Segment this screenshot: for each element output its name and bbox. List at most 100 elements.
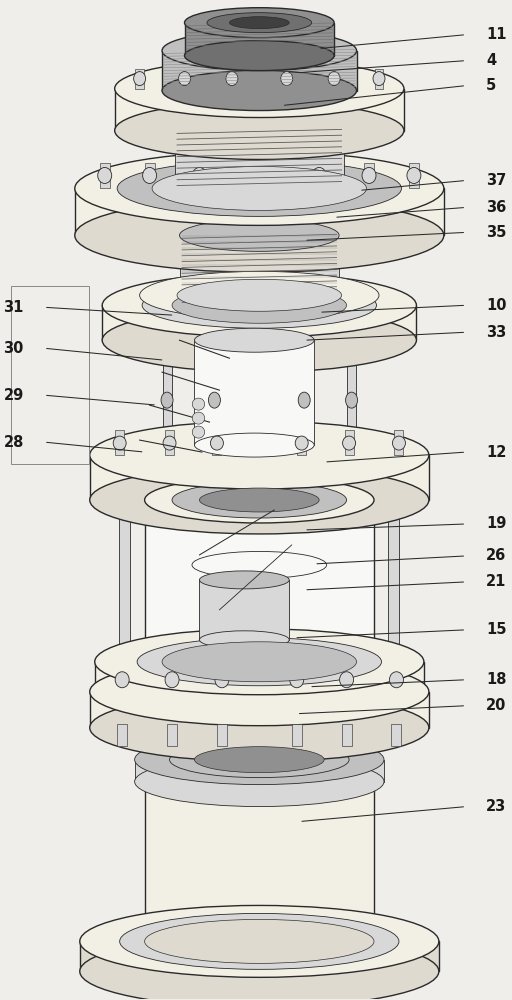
Bar <box>144 163 155 188</box>
Ellipse shape <box>169 742 349 778</box>
Ellipse shape <box>172 287 347 323</box>
Bar <box>175 131 344 188</box>
Bar <box>90 692 429 728</box>
Bar <box>90 455 429 500</box>
Text: 35: 35 <box>486 225 506 240</box>
Ellipse shape <box>119 490 130 500</box>
Bar <box>115 89 404 131</box>
Ellipse shape <box>195 328 314 352</box>
Bar <box>212 430 221 455</box>
Ellipse shape <box>95 629 424 695</box>
Bar <box>409 163 419 188</box>
Text: 23: 23 <box>486 799 506 814</box>
Bar <box>345 430 354 455</box>
Bar <box>349 495 359 695</box>
Bar <box>80 941 439 971</box>
Ellipse shape <box>140 271 379 319</box>
Ellipse shape <box>192 412 205 424</box>
Bar <box>347 330 356 455</box>
Text: 15: 15 <box>486 622 507 637</box>
Bar <box>102 305 416 340</box>
Bar <box>144 775 374 941</box>
Bar <box>342 724 352 746</box>
Ellipse shape <box>162 642 356 682</box>
Bar <box>297 430 306 455</box>
Ellipse shape <box>193 167 206 183</box>
Bar <box>210 330 219 455</box>
Bar <box>100 163 110 188</box>
Ellipse shape <box>295 436 308 450</box>
Bar <box>117 724 127 746</box>
Ellipse shape <box>80 935 439 1000</box>
Text: 37: 37 <box>486 173 506 188</box>
Text: 28: 28 <box>4 435 24 450</box>
Ellipse shape <box>311 490 322 500</box>
Bar <box>374 69 383 89</box>
Text: 10: 10 <box>486 298 507 313</box>
Bar <box>135 69 144 89</box>
Ellipse shape <box>162 71 356 111</box>
Ellipse shape <box>144 477 374 523</box>
Ellipse shape <box>90 421 429 489</box>
Ellipse shape <box>144 752 374 798</box>
Text: 18: 18 <box>486 672 507 687</box>
Bar <box>394 430 403 455</box>
Ellipse shape <box>102 308 416 372</box>
Ellipse shape <box>135 757 384 807</box>
Ellipse shape <box>200 631 289 649</box>
Bar <box>392 724 401 746</box>
Text: 33: 33 <box>486 325 506 340</box>
Ellipse shape <box>165 672 179 688</box>
Bar <box>195 340 314 445</box>
Text: 31: 31 <box>4 300 24 315</box>
Text: 5: 5 <box>486 78 497 93</box>
Bar <box>195 163 204 188</box>
Text: 29: 29 <box>4 388 24 403</box>
Bar <box>330 69 338 89</box>
Bar <box>135 760 384 782</box>
Bar <box>75 188 444 235</box>
Ellipse shape <box>102 273 416 337</box>
Text: 4: 4 <box>486 53 496 68</box>
Ellipse shape <box>135 735 384 785</box>
Ellipse shape <box>90 658 429 726</box>
Ellipse shape <box>407 167 421 183</box>
Ellipse shape <box>184 41 334 71</box>
Ellipse shape <box>215 672 229 688</box>
Text: 20: 20 <box>486 698 506 713</box>
Ellipse shape <box>195 747 324 773</box>
Ellipse shape <box>175 114 344 147</box>
Ellipse shape <box>373 72 385 86</box>
Ellipse shape <box>180 219 339 251</box>
Bar <box>95 662 424 692</box>
Ellipse shape <box>90 466 429 534</box>
Bar <box>311 495 322 695</box>
Ellipse shape <box>142 282 376 328</box>
Ellipse shape <box>290 672 304 688</box>
Ellipse shape <box>137 638 381 686</box>
Ellipse shape <box>115 60 404 118</box>
Bar <box>364 163 374 188</box>
Bar <box>292 724 302 746</box>
Ellipse shape <box>208 392 220 408</box>
Bar <box>200 580 289 640</box>
Ellipse shape <box>95 659 424 725</box>
Ellipse shape <box>200 488 319 512</box>
Ellipse shape <box>144 919 374 963</box>
Bar <box>227 69 237 89</box>
Ellipse shape <box>393 436 406 450</box>
Ellipse shape <box>80 905 439 977</box>
Text: 12: 12 <box>486 445 506 460</box>
Ellipse shape <box>179 72 190 86</box>
Ellipse shape <box>117 160 401 216</box>
Ellipse shape <box>113 436 126 450</box>
Bar <box>119 495 130 695</box>
Ellipse shape <box>143 167 157 183</box>
Ellipse shape <box>180 289 339 321</box>
Ellipse shape <box>200 571 289 589</box>
Ellipse shape <box>362 167 376 183</box>
Ellipse shape <box>144 639 374 685</box>
Ellipse shape <box>184 8 334 38</box>
Ellipse shape <box>192 398 205 410</box>
Ellipse shape <box>210 436 223 450</box>
